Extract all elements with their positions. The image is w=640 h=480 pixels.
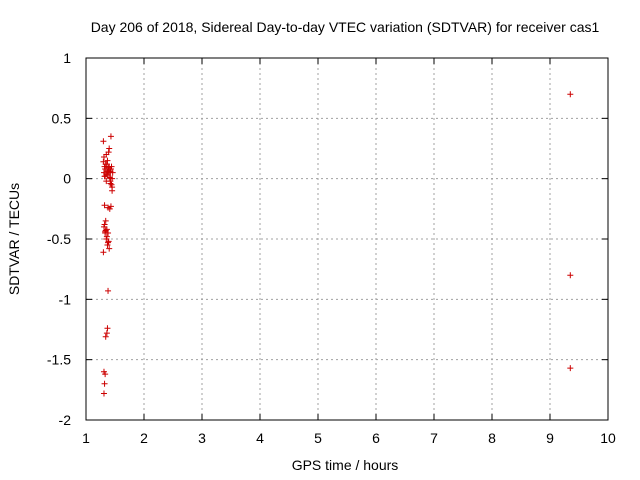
data-point <box>100 249 107 256</box>
axis-ticks <box>85 57 609 421</box>
data-point <box>101 380 108 387</box>
data-point <box>103 161 110 168</box>
data-point <box>100 390 107 397</box>
data-point <box>102 217 109 224</box>
data-point <box>106 245 113 252</box>
data-point <box>108 163 115 170</box>
data-point <box>107 168 114 175</box>
data-point <box>105 239 112 246</box>
data-point <box>102 227 109 234</box>
x-tick-label: 8 <box>488 430 496 446</box>
data-point <box>104 157 111 164</box>
x-tick-label: 3 <box>198 430 206 446</box>
grid-lines <box>86 58 608 420</box>
y-tick-label: 0.5 <box>52 110 72 126</box>
data-point <box>105 287 112 294</box>
data-point <box>101 173 108 180</box>
x-tick-label: 2 <box>140 430 148 446</box>
data-point <box>109 175 116 182</box>
data-point <box>102 333 109 340</box>
y-tick-label: -2 <box>59 412 72 428</box>
data-point <box>105 149 112 156</box>
data-points <box>100 91 574 397</box>
y-tick-label: -0.5 <box>47 231 71 247</box>
data-point <box>107 203 114 210</box>
x-tick-label: 5 <box>314 430 322 446</box>
data-point <box>103 233 110 240</box>
data-point <box>567 365 574 372</box>
y-tick-label: 1 <box>63 50 71 66</box>
data-point <box>105 204 112 211</box>
data-point <box>101 202 108 209</box>
x-tick-label: 4 <box>256 430 264 446</box>
data-point <box>105 238 112 245</box>
data-point <box>109 184 116 191</box>
y-axis-label: SDTVAR / TECUs <box>6 183 22 295</box>
data-point <box>107 180 114 187</box>
x-tick-label: 7 <box>430 430 438 446</box>
x-axis-label: GPS time / hours <box>292 457 399 473</box>
data-point <box>567 272 574 279</box>
y-tick-label: -1.5 <box>47 352 71 368</box>
x-tick-label: 1 <box>82 430 90 446</box>
chart-title: Day 206 of 2018, Sidereal Day-to-day VTE… <box>91 19 600 35</box>
data-point <box>102 371 109 378</box>
data-point <box>103 178 110 185</box>
y-tick-label: 0 <box>63 171 71 187</box>
data-point <box>102 228 109 235</box>
data-point <box>567 91 574 98</box>
x-tick-labels: 1 2 3 4 5 6 7 8 9 10 <box>82 430 616 446</box>
x-tick-label: 9 <box>546 430 554 446</box>
data-point <box>104 325 111 332</box>
data-point <box>106 145 113 152</box>
y-tick-label: -1 <box>59 291 72 307</box>
x-tick-label: 6 <box>372 430 380 446</box>
y-tick-labels: 1 0.5 0 -0.5 -1 -1.5 -2 <box>47 50 71 428</box>
x-tick-label: 10 <box>600 430 616 446</box>
data-point <box>100 138 107 145</box>
data-point <box>107 133 114 140</box>
data-point <box>101 221 108 228</box>
data-point <box>103 330 110 337</box>
